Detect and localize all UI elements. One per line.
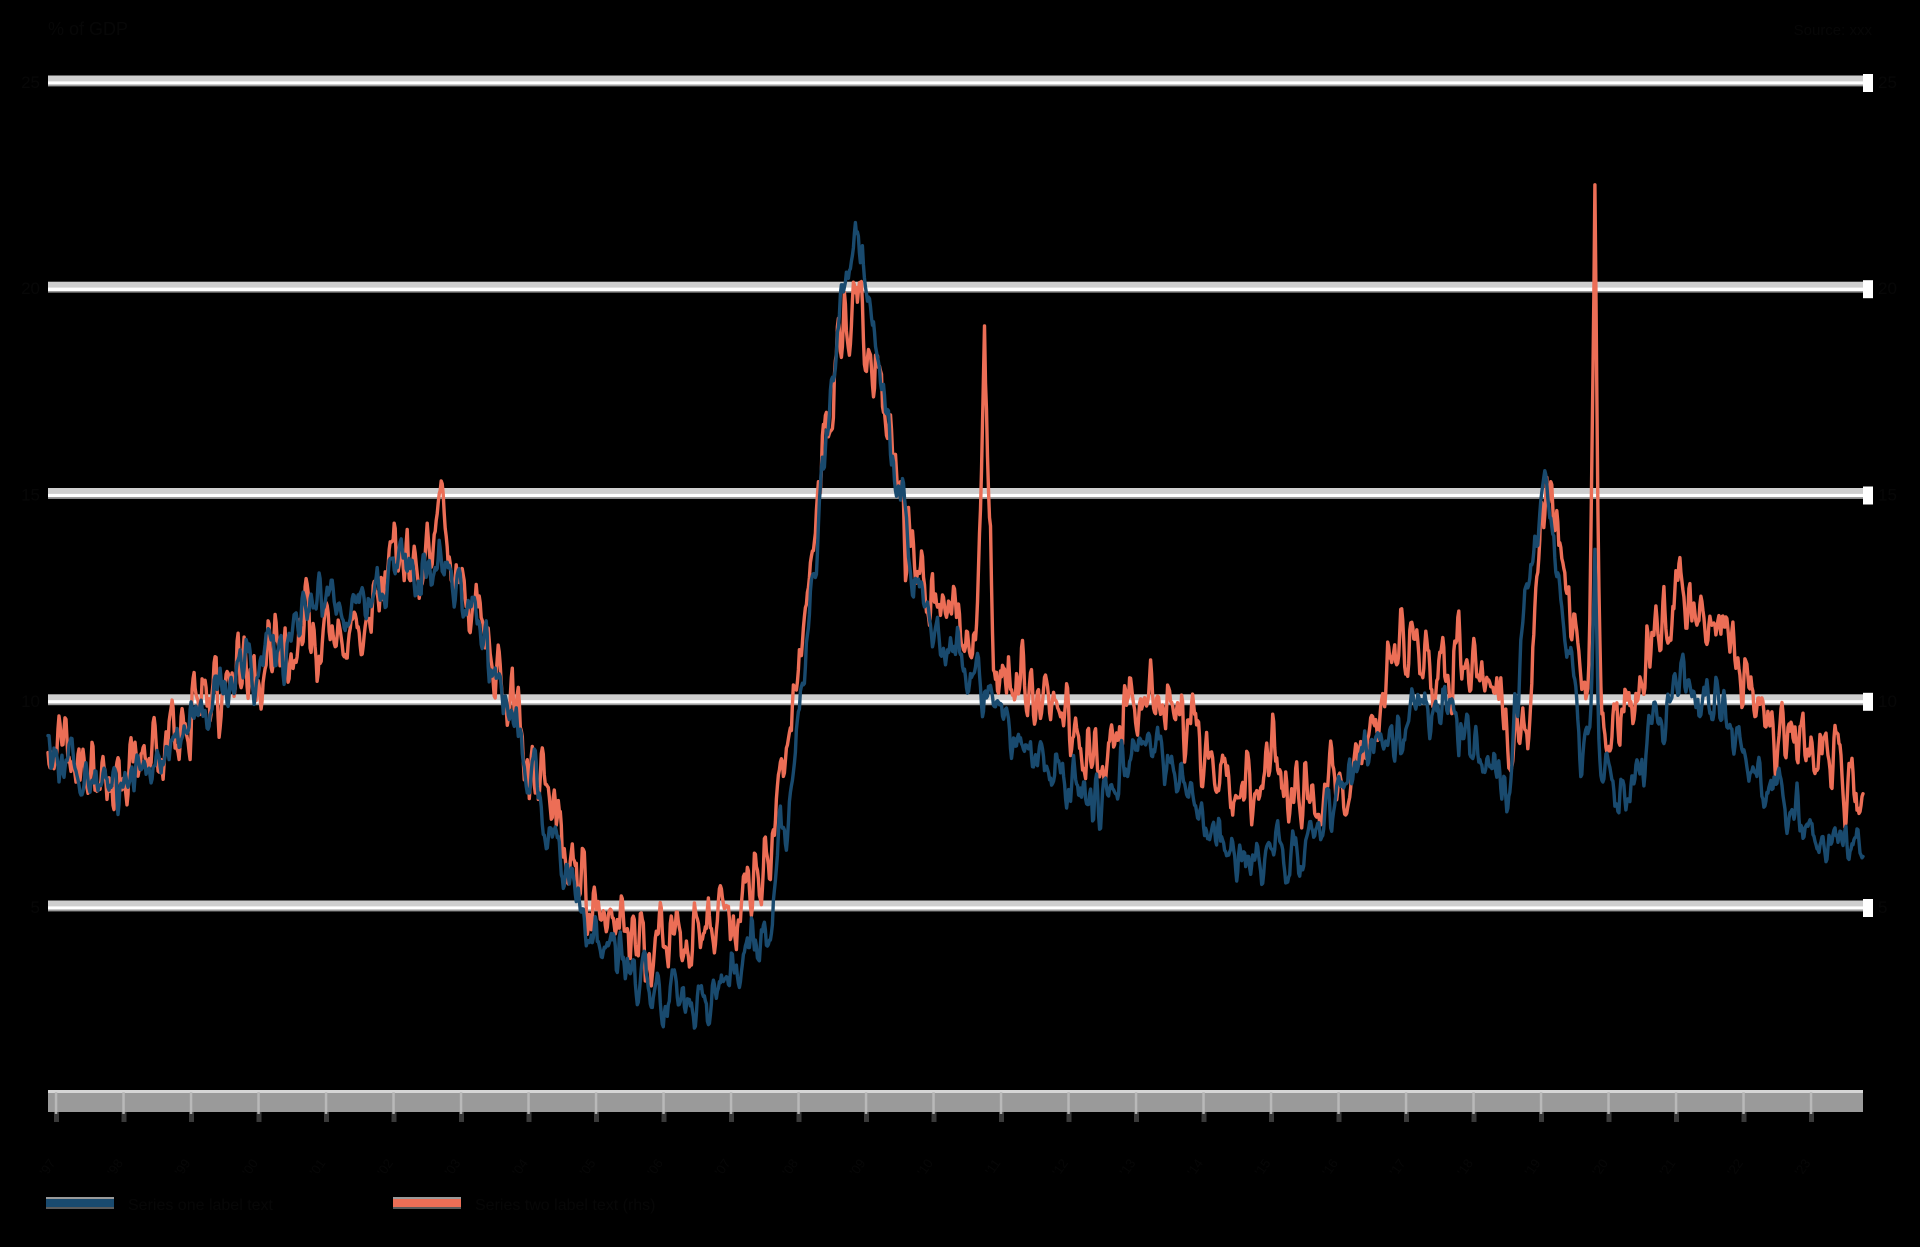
svg-text:15: 15 <box>1878 486 1897 505</box>
svg-text:5: 5 <box>1878 898 1887 917</box>
svg-text:Source: xxx: Source: xxx <box>1794 22 1873 39</box>
svg-text:10: 10 <box>1878 692 1897 711</box>
svg-text:Series one label text: Series one label text <box>128 1197 274 1214</box>
svg-text:25: 25 <box>1878 73 1897 92</box>
svg-text:20: 20 <box>21 279 40 298</box>
svg-text:20: 20 <box>1878 279 1897 298</box>
svg-text:25: 25 <box>21 73 40 92</box>
svg-text:10: 10 <box>21 692 40 711</box>
svg-text:15: 15 <box>21 486 40 505</box>
svg-text:5: 5 <box>31 898 40 917</box>
svg-text:Series two label text (rhs): Series two label text (rhs) <box>475 1197 656 1214</box>
svg-text:% of GDP: % of GDP <box>48 19 128 39</box>
